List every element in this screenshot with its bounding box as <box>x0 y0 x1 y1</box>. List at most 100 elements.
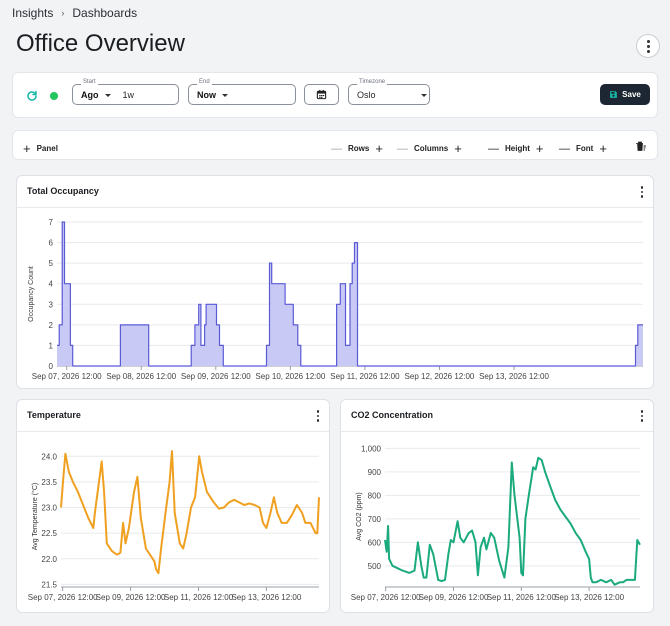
breadcrumb-separator: › <box>61 8 65 18</box>
rows-decrease-icon[interactable]: — <box>331 142 342 155</box>
end-mode-select[interactable]: Now <box>197 90 216 100</box>
breadcrumb-item-insights[interactable]: Insights <box>12 6 54 20</box>
y-axis-label: Occupancy Count <box>28 266 35 322</box>
columns-increase-icon[interactable]: + <box>454 141 462 156</box>
end-field-legend: End <box>197 79 212 85</box>
x-tick-label: Sep 10, 2026 12:00 <box>255 372 325 381</box>
x-tick-label: Sep 09, 2026 12:00 <box>181 372 251 381</box>
panel-title: CO2 Concentration <box>351 410 434 420</box>
panel-menu-icon[interactable] <box>640 410 643 422</box>
chevron-down-icon <box>104 93 111 97</box>
y-tick-label: 22.0 <box>41 555 57 564</box>
x-tick-label: Sep 12, 2026 12:00 <box>405 372 475 381</box>
temperature-series-line <box>60 450 320 575</box>
y-tick-label: 24.0 <box>41 452 57 461</box>
y-tick-label: 7 <box>49 218 54 227</box>
y-tick-label: 600 <box>368 538 382 547</box>
x-tick-label: Sep 11, 2026 12:00 <box>330 372 400 381</box>
page-title: Office Overview <box>16 30 185 57</box>
y-tick-label: 1 <box>49 341 54 350</box>
layout-bar: + Panel — Rows + — Columns + — Height + … <box>12 130 658 160</box>
save-button[interactable]: Save <box>600 84 650 105</box>
y-tick-label: 6 <box>49 239 54 248</box>
x-tick-label: Sep 11, 2026 12:00 <box>164 593 234 602</box>
y-axis-label: Avg Temperature (°C) <box>31 483 39 551</box>
rows-label: Rows <box>348 144 370 153</box>
breadcrumb: Insights › Dashboards <box>12 6 137 20</box>
font-decrease-icon[interactable]: — <box>559 142 570 155</box>
co2-series-line <box>384 456 641 586</box>
columns-label: Columns <box>414 144 449 153</box>
add-panel-label: Panel <box>36 144 58 153</box>
calendar-button[interactable] <box>304 84 339 105</box>
panel-divider <box>341 431 653 432</box>
start-mode-select[interactable]: Ago <box>81 90 99 100</box>
panel-menu-icon[interactable] <box>316 410 319 422</box>
panel-total-occupancy: Total Occupancy 0 1 2 3 4 5 6 7 Sep 07, 2026 12:… <box>16 175 654 389</box>
timezone-legend: Timezone <box>357 79 388 85</box>
height-label: Height <box>505 144 530 153</box>
plus-icon: + <box>23 141 31 156</box>
y-tick-label: 21.5 <box>41 580 57 589</box>
y-tick-label: 23.5 <box>41 478 57 487</box>
x-tick-label: Sep 13, 2026 12:00 <box>554 593 624 602</box>
x-tick-label: Sep 11, 2026 12:00 <box>487 593 557 602</box>
x-tick-label: Sep 09, 2026 12:00 <box>419 593 489 602</box>
panel-temperature: Temperature 21.5 22.0 22.5 23.0 23.5 24.0 Sep … <box>16 399 330 613</box>
save-label: Save <box>622 90 641 99</box>
start-time-field[interactable]: Start Ago 1w <box>72 79 179 105</box>
timezone-select[interactable]: Timezone Oslo <box>348 79 430 105</box>
panel-title: Temperature <box>27 410 81 420</box>
add-panel-button[interactable]: + Panel <box>23 141 58 156</box>
y-tick-label: 22.5 <box>41 529 57 538</box>
height-increase-icon[interactable]: + <box>535 141 544 156</box>
panel-menu-icon[interactable] <box>640 186 643 198</box>
more-options-button[interactable] <box>636 34 660 58</box>
y-tick-label: 0 <box>49 362 54 371</box>
save-icon <box>610 91 618 98</box>
x-tick-label: Sep 09, 2026 12:00 <box>96 593 166 602</box>
start-value-input[interactable]: 1w <box>122 90 135 100</box>
y-tick-label: 800 <box>368 491 382 500</box>
panel-title: Total Occupancy <box>27 186 99 196</box>
occupancy-chart: 0 1 2 3 4 5 6 7 Sep 07, 2026 12:00 Sep 08, 2026 1… <box>28 218 643 381</box>
font-increase-icon[interactable]: + <box>599 141 607 156</box>
refresh-icon[interactable] <box>26 90 38 102</box>
y-tick-label: 900 <box>368 468 382 477</box>
y-tick-label: 4 <box>49 280 54 289</box>
y-tick-label: 700 <box>368 515 382 524</box>
y-tick-label: 3 <box>49 300 54 309</box>
height-decrease-icon[interactable]: — <box>488 142 499 155</box>
panel-co2-concentration: CO2 Concentration 500 600 700 800 900 1,000 Se… <box>340 399 654 613</box>
y-tick-label: 500 <box>368 562 382 571</box>
timezone-value: Oslo <box>357 90 376 100</box>
start-field-legend: Start <box>81 79 98 85</box>
height-control: — Height + <box>488 141 543 156</box>
panel-divider <box>17 207 653 208</box>
chevron-down-icon <box>222 93 228 97</box>
temperature-chart: 21.5 22.0 22.5 23.0 23.5 24.0 Sep 07, 2026 12:… <box>28 450 320 602</box>
font-label: Font <box>576 144 594 153</box>
columns-decrease-icon[interactable]: — <box>397 142 408 155</box>
rows-increase-icon[interactable]: + <box>375 141 383 156</box>
y-axis-label: Avg CO2 (ppm) <box>356 492 363 541</box>
x-tick-label: Sep 13, 2026 12:00 <box>479 372 549 381</box>
x-tick-label: Sep 07, 2026 12:00 <box>32 372 102 381</box>
x-tick-label: Sep 13, 2026 12:00 <box>231 593 301 602</box>
breadcrumb-item-dashboards[interactable]: Dashboards <box>72 6 138 20</box>
calendar-icon <box>316 89 327 100</box>
columns-control: — Columns + <box>397 141 462 156</box>
y-tick-label: 2 <box>49 321 54 330</box>
chevron-down-icon <box>421 93 427 97</box>
x-tick-label: Sep 08, 2026 12:00 <box>106 372 176 381</box>
x-tick-label: Sep 07, 2026 12:00 <box>28 593 98 602</box>
kebab-icon <box>646 39 650 53</box>
occupancy-series-line <box>57 221 643 367</box>
panel-divider <box>17 431 329 432</box>
end-time-field[interactable]: End Now <box>188 79 296 105</box>
y-tick-label: 23.0 <box>41 504 57 513</box>
clear-all-icon[interactable] <box>635 140 647 152</box>
y-tick-label: 1,000 <box>361 444 382 453</box>
y-tick-label: 5 <box>49 259 54 268</box>
